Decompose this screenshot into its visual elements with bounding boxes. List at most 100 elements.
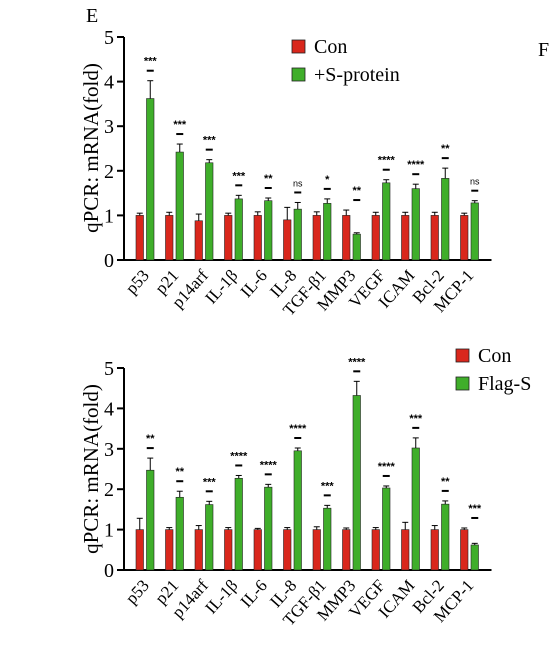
significance-label: **** (348, 356, 366, 368)
y-tick-label: 2 (104, 479, 114, 501)
bar-con-5 (283, 219, 292, 261)
bar-treated-4 (264, 200, 273, 261)
bar-con-6 (312, 215, 321, 261)
y-tick-label: 5 (104, 27, 114, 49)
significance-label: *** (468, 503, 482, 515)
bar-con-3 (224, 529, 233, 571)
bar-con-11 (460, 215, 469, 261)
y-tick-label: 2 (104, 161, 114, 183)
panel-label-f: F (538, 39, 549, 61)
category-label: p53 (122, 576, 153, 608)
bar-treated-5 (293, 208, 302, 261)
bar-con-0 (135, 215, 144, 261)
y-tick-label: 1 (104, 520, 114, 542)
significance-label: ** (352, 185, 361, 197)
bar-treated-2 (205, 504, 214, 571)
significance-label: **** (230, 450, 248, 462)
significance-label: **** (378, 155, 396, 167)
legend-label: Con (314, 36, 347, 58)
bar-treated-2 (205, 162, 214, 261)
bar-treated-1 (175, 151, 184, 261)
y-tick-label: 0 (104, 250, 114, 272)
category-label: IL-1β (201, 266, 241, 308)
bar-treated-11 (470, 544, 479, 571)
significance-label: * (325, 174, 330, 186)
legend-label: +S-protein (314, 64, 400, 86)
y-tick-label: 1 (104, 205, 114, 227)
bar-con-9 (401, 215, 410, 261)
legend-label: Flag-S (478, 373, 531, 395)
significance-label: **** (378, 461, 396, 473)
significance-label: *** (173, 119, 187, 131)
significance-label: *** (232, 170, 246, 182)
category-label: p53 (122, 266, 153, 298)
category-label: IL-1β (201, 576, 241, 618)
bar-treated-5 (293, 450, 302, 571)
bar-treated-10 (441, 503, 450, 571)
legend-swatch-1 (455, 376, 470, 391)
bar-con-1 (165, 215, 174, 261)
bar-treated-11 (470, 202, 479, 261)
legend-swatch-1 (291, 67, 306, 82)
significance-label: ** (175, 466, 184, 478)
y-tick-label: 3 (104, 439, 114, 461)
bar-con-8 (371, 529, 380, 571)
bar-treated-7 (352, 395, 361, 571)
bar-con-2 (194, 529, 203, 571)
bar-con-10 (430, 215, 439, 261)
bar-treated-4 (264, 486, 273, 571)
y-tick-label: 5 (104, 358, 114, 380)
significance-label: *** (321, 480, 335, 492)
significance-label: *** (144, 56, 158, 68)
significance-label: *** (409, 413, 423, 425)
bar-con-2 (194, 220, 203, 261)
y-axis-title: qPCR: mRNA(fold) (79, 384, 103, 554)
bar-treated-6 (323, 507, 332, 571)
y-tick-label: 3 (104, 116, 114, 138)
bar-treated-0 (146, 98, 155, 261)
bar-con-3 (224, 215, 233, 261)
bar-con-4 (253, 529, 262, 571)
y-axis-title: qPCR: mRNA(fold) (79, 63, 103, 233)
bar-treated-7 (352, 233, 361, 261)
bar-treated-3 (234, 477, 243, 571)
bar-con-4 (253, 215, 262, 261)
bar-treated-6 (323, 203, 332, 261)
significance-label: **** (407, 159, 425, 171)
significance-label: **** (260, 459, 278, 471)
significance-label: ns (470, 177, 480, 187)
bar-treated-8 (382, 182, 391, 261)
significance-label: ** (441, 476, 450, 488)
bar-con-5 (283, 529, 292, 571)
y-tick-label: 4 (104, 398, 114, 420)
bar-con-11 (460, 529, 469, 571)
bar-con-7 (342, 529, 351, 571)
significance-label: ns (293, 178, 303, 188)
y-tick-label: 0 (104, 560, 114, 582)
bar-treated-10 (441, 178, 450, 261)
y-tick-label: 4 (104, 72, 114, 94)
bar-treated-8 (382, 487, 391, 571)
legend-swatch-0 (291, 39, 306, 54)
significance-label: *** (203, 135, 217, 147)
significance-label: ** (441, 143, 450, 155)
significance-label: *** (203, 476, 217, 488)
bar-treated-9 (411, 447, 420, 571)
bar-treated-0 (146, 469, 155, 571)
bar-con-9 (401, 529, 410, 571)
significance-label: **** (289, 423, 307, 435)
bar-treated-9 (411, 188, 420, 261)
panel-label-e: E (86, 5, 98, 27)
legend-label: Con (478, 345, 511, 367)
bar-con-8 (371, 215, 380, 261)
significance-label: ** (264, 173, 273, 185)
bar-treated-3 (234, 198, 243, 261)
category-label: IL-6 (237, 576, 271, 611)
category-label: IL-6 (237, 266, 271, 301)
bar-con-10 (430, 529, 439, 571)
bar-con-1 (165, 529, 174, 571)
bar-treated-1 (175, 496, 184, 571)
